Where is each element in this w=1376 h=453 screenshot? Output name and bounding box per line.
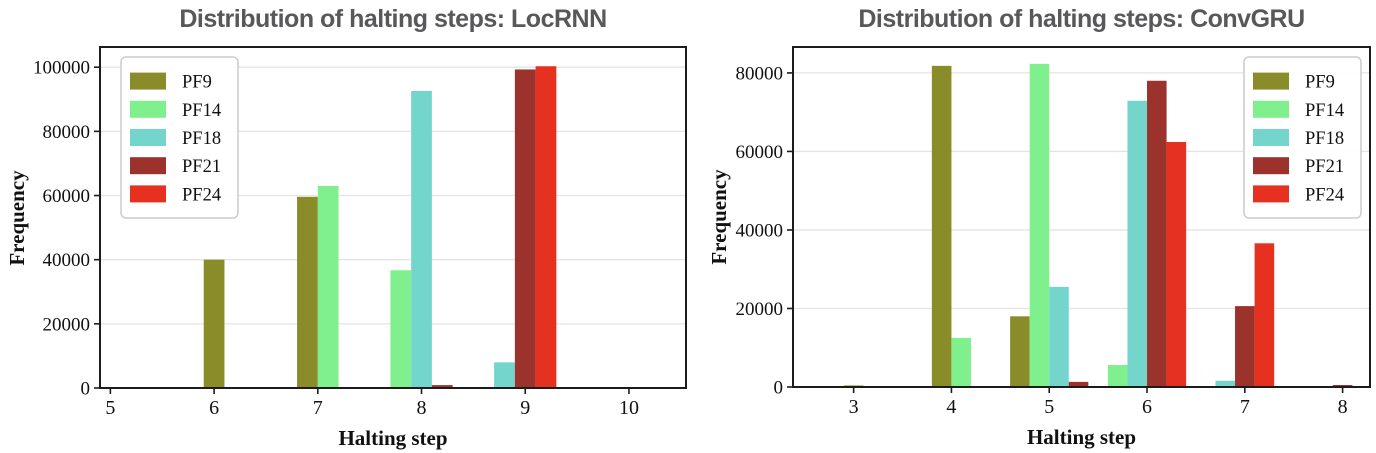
bar-PF14-x7 (317, 185, 339, 388)
legend-label-PF21: PF21 (1305, 157, 1344, 177)
legend-swatch-PF24 (1253, 185, 1289, 203)
legend-label-PF9: PF9 (182, 73, 212, 93)
y-tick-label: 0 (81, 379, 91, 400)
bar-PF9-x6 (203, 259, 225, 388)
y-tick-label: 100000 (33, 58, 90, 79)
y-tick-label: 60000 (736, 142, 784, 163)
x-tick-label: 8 (417, 397, 427, 419)
legend-swatch-PF14 (1253, 100, 1289, 118)
legend-label-PF24: PF24 (1305, 185, 1344, 205)
legend-box (120, 56, 239, 219)
x-axis-label-locrnn: Halting step (338, 426, 448, 450)
bar-PF24-x7 (1254, 243, 1275, 387)
bar-PF14-x4 (951, 337, 971, 387)
legend-swatch-PF9 (130, 72, 166, 90)
legend-swatch-PF9 (1253, 72, 1289, 90)
legend-label-PF14: PF14 (182, 101, 221, 121)
chart-canvas: 3 4 5 6 7 8 0 20000 40000 60000 80000 PF9 PF14 PF18 PF… (736, 46, 1371, 418)
y-tick-label: 80000 (43, 122, 91, 143)
chart-locrnn: 5 6 7 8 9 10 0 20000 40000 60000 80000 100000 PF9 PF1… (5, 5, 687, 450)
y-tick-label: 40000 (736, 220, 784, 241)
bar-PF24-x9 (535, 66, 557, 388)
chart-convgru: 3 4 5 6 7 8 0 20000 40000 60000 80000 PF9 PF14 PF18 PF… (688, 0, 1376, 453)
legend-label-PF14: PF14 (1305, 101, 1344, 121)
bar-PF21-x6 (1147, 80, 1167, 387)
legend-box (1243, 56, 1362, 219)
bar-PF21-x9 (514, 69, 536, 389)
legend-swatch-PF18 (130, 129, 166, 146)
plot-frame (792, 46, 1371, 388)
bar-PF21-x5 (1068, 381, 1089, 387)
bar-PF18-x6 (1127, 100, 1148, 387)
x-tick-label: 10 (619, 397, 639, 419)
x-tick-label: 5 (105, 397, 115, 419)
x-tick-label: 6 (1142, 396, 1152, 418)
bar-PF21-x7 (1235, 306, 1255, 387)
bar-PF18-x7 (1215, 380, 1236, 387)
y-tick-label: 60000 (43, 186, 91, 207)
bar-PF9-x5 (1010, 316, 1030, 387)
bar-PF14-x6 (1107, 365, 1128, 387)
x-tick-label: 4 (946, 396, 956, 418)
chart-title-locrnn: Distribution of halting steps: LocRNN (179, 5, 607, 33)
legend-label-PF18: PF18 (182, 129, 221, 149)
bar-PF14-x8 (390, 270, 412, 388)
bar-PF9-x4 (931, 65, 952, 387)
legend-swatch-PF21 (1253, 157, 1289, 175)
x-tick-label: 9 (520, 397, 530, 419)
legend-swatch-PF14 (130, 100, 166, 118)
y-axis-label-locrnn: Frequency (5, 169, 29, 266)
bar-PF18-x8 (411, 90, 432, 388)
y-tick-label: 20000 (43, 314, 91, 335)
bar-PF9-x7 (297, 196, 318, 388)
legend-label-PF18: PF18 (1305, 129, 1344, 149)
legend-swatch-PF21 (130, 157, 166, 175)
bar-PF21-x8 (431, 385, 453, 388)
x-tick-label: 5 (1044, 396, 1054, 418)
x-tick-label: 3 (849, 396, 859, 418)
y-tick-label: 40000 (43, 250, 91, 271)
y-axis-label-convgru: Frequency (707, 169, 731, 265)
chart-title-convgru: Distribution of halting steps: ConvGRU (858, 5, 1305, 33)
y-tick-label: 80000 (736, 63, 784, 84)
bar-PF24-x6 (1166, 142, 1187, 387)
legend-label-PF24: PF24 (182, 185, 221, 205)
y-tick-label: 0 (774, 378, 784, 399)
legend-label-PF21: PF21 (182, 157, 221, 177)
x-axis-label-convgru: Halting step (1026, 425, 1137, 449)
legend-swatch-PF24 (130, 185, 166, 203)
bar-PF18-x9 (494, 362, 515, 388)
plot-frame (99, 46, 687, 389)
x-tick-label: 6 (209, 397, 219, 419)
legend-label-PF9: PF9 (1305, 73, 1335, 93)
bar-PF14-x5 (1029, 63, 1050, 387)
bar-PF18-x5 (1049, 286, 1069, 387)
chart-canvas: 5 6 7 8 9 10 0 20000 40000 60000 80000 100000 PF9 PF1… (33, 46, 687, 419)
x-tick-label: 7 (313, 397, 323, 419)
x-tick-label: 8 (1338, 396, 1348, 418)
legend-swatch-PF18 (1253, 129, 1289, 146)
x-tick-label: 7 (1240, 396, 1250, 418)
y-tick-label: 20000 (736, 299, 784, 320)
